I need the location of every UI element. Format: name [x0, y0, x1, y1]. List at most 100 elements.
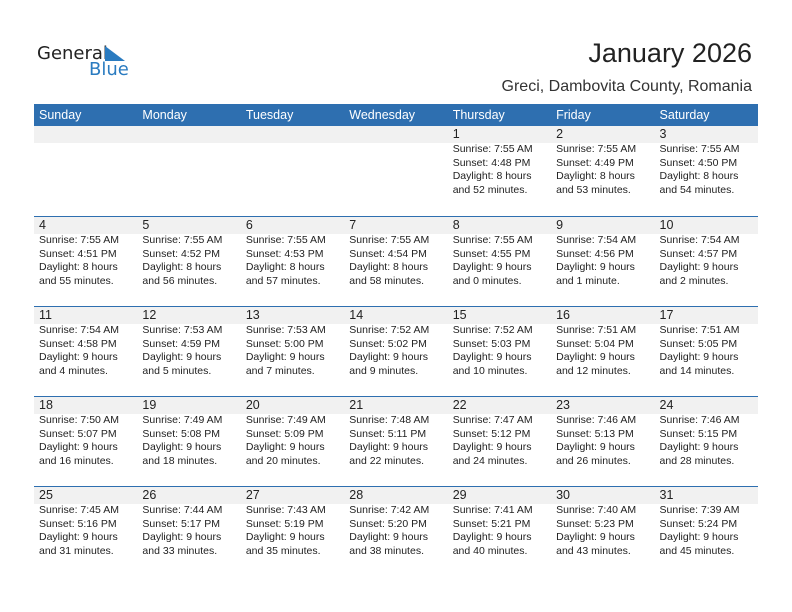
sunset-text: Sunset: 4:56 PM [556, 247, 634, 260]
day-cell: 4 Sunrise: 7:55 AM Sunset: 4:51 PM Daylight… [34, 217, 137, 288]
day-cell: 10 Sunrise: 7:54 AM Sunset: 4:57 PM Dayligh… [655, 217, 758, 288]
daylight-minutes-text: and 24 minutes. [452, 454, 528, 467]
sunset-text: Sunset: 5:04 PM [556, 337, 634, 350]
empty-cell [34, 126, 137, 197]
sunrise-text: Sunrise: 7:54 AM [39, 324, 119, 336]
empty-cell [344, 126, 447, 197]
sunset-text: Sunset: 5:24 PM [659, 517, 738, 530]
logo-triangle-icon [105, 46, 125, 61]
sunset-text: Sunset: 4:48 PM [452, 156, 531, 169]
day-number: 17 [659, 308, 674, 322]
sunrise-text: Sunrise: 7:55 AM [349, 234, 430, 246]
daylight-text: Daylight: 9 hours [142, 441, 222, 453]
sunset-text: Sunset: 5:13 PM [556, 427, 634, 440]
daylight-text: Daylight: 8 hours [556, 170, 635, 182]
sunrise-text: Sunrise: 7:55 AM [39, 234, 119, 246]
weekday-tuesday: Tuesday [245, 108, 294, 122]
daylight-minutes-text: and 2 minutes. [659, 274, 729, 287]
sunrise-text: Sunrise: 7:53 AM [245, 324, 326, 336]
daylight-text: Daylight: 9 hours [39, 531, 118, 543]
daylight-minutes-text: and 10 minutes. [452, 364, 528, 377]
sunset-text: Sunset: 4:49 PM [556, 156, 634, 169]
daylight-minutes-text: and 14 minutes. [659, 364, 735, 377]
sunset-text: Sunset: 5:15 PM [659, 427, 738, 440]
day-cell: 13 Sunrise: 7:53 AM Sunset: 5:00 PM Dayligh… [241, 307, 344, 378]
daylight-text: Daylight: 9 hours [659, 261, 739, 273]
sunset-text: Sunset: 5:02 PM [349, 337, 427, 350]
day-cell: 1 Sunrise: 7:55 AM Sunset: 4:48 PM Daylight… [448, 126, 551, 197]
week-row: 18 Sunrise: 7:50 AM Sunset: 5:07 PM Dayligh… [34, 396, 758, 486]
sunrise-text: Sunrise: 7:55 AM [452, 143, 533, 155]
day-number: 27 [245, 488, 260, 502]
day-cell: 24 Sunrise: 7:46 AM Sunset: 5:15 PM Dayligh… [655, 397, 758, 468]
daylight-text: Daylight: 9 hours [659, 351, 739, 363]
day-number: 31 [659, 488, 674, 502]
daylight-text: Daylight: 9 hours [659, 531, 739, 543]
day-cell: 19 Sunrise: 7:49 AM Sunset: 5:08 PM Dayligh… [137, 397, 240, 468]
day-number: 14 [349, 308, 364, 322]
sunset-text: Sunset: 5:19 PM [245, 517, 324, 530]
daylight-text: Daylight: 9 hours [142, 351, 222, 363]
sunrise-text: Sunrise: 7:52 AM [452, 324, 533, 336]
day-cell: 17 Sunrise: 7:51 AM Sunset: 5:05 PM Dayligh… [655, 307, 758, 378]
day-cell: 29 Sunrise: 7:41 AM Sunset: 5:21 PM Dayligh… [448, 487, 551, 558]
day-cell: 27 Sunrise: 7:43 AM Sunset: 5:19 PM Dayligh… [241, 487, 344, 558]
day-number: 28 [349, 488, 364, 502]
day-cell: 21 Sunrise: 7:48 AM Sunset: 5:11 PM Dayligh… [344, 397, 447, 468]
weekday-wednesday: Wednesday [349, 108, 416, 122]
sunrise-text: Sunrise: 7:49 AM [245, 414, 326, 426]
daylight-minutes-text: and 45 minutes. [659, 544, 735, 557]
daylight-text: Daylight: 9 hours [452, 261, 532, 273]
sunset-text: Sunset: 5:17 PM [142, 517, 221, 530]
sunrise-text: Sunrise: 7:55 AM [142, 234, 223, 246]
day-cell: 15 Sunrise: 7:52 AM Sunset: 5:03 PM Dayligh… [448, 307, 551, 378]
sunset-text: Sunset: 5:00 PM [245, 337, 324, 350]
day-number: 22 [452, 398, 467, 412]
sunset-text: Sunset: 5:16 PM [39, 517, 117, 530]
day-cell: 8 Sunrise: 7:55 AM Sunset: 4:55 PM Daylight… [448, 217, 551, 288]
sunset-text: Sunset: 4:55 PM [452, 247, 531, 260]
sunrise-text: Sunrise: 7:54 AM [659, 234, 740, 246]
daylight-text: Daylight: 8 hours [245, 261, 325, 273]
day-number: 15 [452, 308, 467, 322]
sunrise-text: Sunrise: 7:55 AM [556, 143, 637, 155]
day-cell: 23 Sunrise: 7:46 AM Sunset: 5:13 PM Dayligh… [551, 397, 654, 468]
day-cell: 30 Sunrise: 7:40 AM Sunset: 5:23 PM Dayligh… [551, 487, 654, 558]
sunrise-text: Sunrise: 7:47 AM [452, 414, 533, 426]
sunrise-text: Sunrise: 7:51 AM [556, 324, 637, 336]
sunrise-text: Sunrise: 7:42 AM [349, 504, 430, 516]
daylight-text: Daylight: 9 hours [349, 531, 429, 543]
day-number: 20 [245, 398, 260, 412]
day-cell: 31 Sunrise: 7:39 AM Sunset: 5:24 PM Dayligh… [655, 487, 758, 558]
day-number: 6 [245, 218, 253, 232]
sunrise-text: Sunrise: 7:46 AM [659, 414, 740, 426]
sunset-text: Sunset: 4:57 PM [659, 247, 738, 260]
sunset-text: Sunset: 5:20 PM [349, 517, 427, 530]
day-cell: 20 Sunrise: 7:49 AM Sunset: 5:09 PM Dayligh… [241, 397, 344, 468]
daylight-text: Daylight: 9 hours [452, 531, 532, 543]
daylight-minutes-text: and 9 minutes. [349, 364, 419, 377]
sunrise-text: Sunrise: 7:52 AM [349, 324, 430, 336]
sunset-text: Sunset: 5:08 PM [142, 427, 221, 440]
sunset-text: Sunset: 5:23 PM [556, 517, 634, 530]
day-number: 18 [39, 398, 53, 412]
daylight-minutes-text: and 58 minutes. [349, 274, 424, 287]
sunset-text: Sunset: 4:50 PM [659, 156, 738, 169]
sunrise-text: Sunrise: 7:48 AM [349, 414, 430, 426]
day-cell: 14 Sunrise: 7:52 AM Sunset: 5:02 PM Dayligh… [344, 307, 447, 378]
daylight-minutes-text: and 55 minutes. [39, 274, 114, 287]
day-number: 25 [39, 488, 53, 502]
day-number: 24 [659, 398, 674, 412]
day-number: 9 [556, 218, 564, 232]
day-cell: 5 Sunrise: 7:55 AM Sunset: 4:52 PM Daylight… [137, 217, 240, 288]
day-number: 10 [659, 218, 674, 232]
daylight-minutes-text: and 38 minutes. [349, 544, 424, 557]
logo-word-general: General [37, 43, 108, 64]
daylight-text: Daylight: 9 hours [349, 351, 429, 363]
day-number: 11 [39, 308, 52, 322]
location-subtitle: Greci, Dambovita County, Romania [501, 78, 752, 95]
day-number: 5 [142, 218, 150, 232]
sunset-text: Sunset: 4:53 PM [245, 247, 324, 260]
empty-cell [241, 126, 344, 197]
daylight-minutes-text: and 52 minutes. [452, 183, 528, 196]
